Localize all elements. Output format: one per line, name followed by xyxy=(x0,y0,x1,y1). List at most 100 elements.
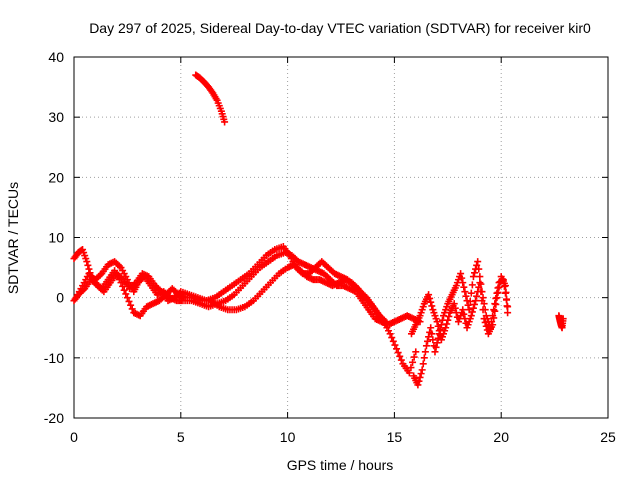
x-tick-labels: 0 5 10 15 20 25 xyxy=(70,429,616,445)
data-point xyxy=(444,316,452,324)
data-point xyxy=(389,337,397,345)
data-point xyxy=(501,282,509,290)
series-track-g xyxy=(555,312,567,332)
data-point xyxy=(434,322,442,330)
data-point xyxy=(120,286,128,294)
data-point xyxy=(393,345,401,353)
data-point xyxy=(417,370,425,378)
data-point xyxy=(471,269,478,277)
data-point xyxy=(83,258,91,266)
chart-title: Day 297 of 2025, Sidereal Day-to-day VTE… xyxy=(89,20,591,36)
data-point xyxy=(469,304,477,312)
data-point xyxy=(123,294,131,302)
data-point xyxy=(425,291,433,299)
y-tick-labels: -20 -10 0 10 20 30 40 xyxy=(44,49,64,426)
x-tick-label: 0 xyxy=(70,429,78,445)
data-point xyxy=(491,307,499,315)
y-axis-label: SDTVAR / TECUs xyxy=(5,182,21,294)
data-point xyxy=(467,312,475,320)
data-point xyxy=(476,273,484,281)
data-point xyxy=(416,373,424,381)
data-marks xyxy=(70,71,567,389)
data-point xyxy=(469,273,477,281)
data-point xyxy=(462,292,470,300)
data-point xyxy=(503,302,511,310)
y-tick-label: 20 xyxy=(48,169,64,185)
data-point xyxy=(419,360,427,368)
data-point xyxy=(418,366,426,374)
data-point xyxy=(421,348,429,356)
data-point xyxy=(428,302,436,310)
data-point xyxy=(467,289,475,297)
data-point xyxy=(127,301,135,309)
data-point xyxy=(476,279,484,287)
y-tick-label: 30 xyxy=(48,109,64,125)
data-point xyxy=(415,377,423,385)
plot-frame xyxy=(73,56,609,419)
data-point xyxy=(461,288,469,296)
data-point xyxy=(407,364,415,372)
y-tick-label: -20 xyxy=(44,410,64,426)
series-track-d xyxy=(192,71,229,126)
data-point xyxy=(475,265,483,273)
data-point xyxy=(472,297,480,305)
data-point xyxy=(490,306,498,314)
data-point xyxy=(559,315,567,323)
data-point xyxy=(490,314,498,322)
series-track-f xyxy=(407,273,512,344)
data-point xyxy=(481,318,489,326)
data-point xyxy=(442,324,450,332)
x-tick-label: 25 xyxy=(600,429,616,445)
data-point xyxy=(388,334,396,342)
data-point xyxy=(409,358,417,366)
data-point xyxy=(450,300,458,308)
data-point xyxy=(391,341,399,349)
data-point xyxy=(429,336,437,344)
data-point xyxy=(428,330,436,338)
data-point xyxy=(397,356,405,364)
data-point xyxy=(443,320,451,328)
data-point xyxy=(128,305,136,313)
data-point xyxy=(382,318,390,326)
data-point xyxy=(480,315,488,323)
data-point xyxy=(473,261,481,269)
data-point xyxy=(475,283,483,291)
x-tick-label: 5 xyxy=(177,429,185,445)
x-tick-label: 15 xyxy=(387,429,403,445)
data-point xyxy=(494,288,502,296)
data-point xyxy=(489,321,497,329)
data-point xyxy=(125,297,133,305)
data-point xyxy=(405,369,413,377)
y-tick-label: 0 xyxy=(56,290,64,306)
y-tick-label: 10 xyxy=(48,230,64,246)
data-point xyxy=(394,349,402,357)
data-point xyxy=(412,348,420,356)
data-point xyxy=(122,290,130,298)
data-point xyxy=(468,281,476,289)
data-point xyxy=(386,330,394,338)
data-point xyxy=(492,300,500,308)
data-point xyxy=(433,339,441,347)
data-point xyxy=(479,306,487,314)
data-point xyxy=(451,304,459,312)
grid-lines xyxy=(74,57,608,418)
data-point xyxy=(221,118,229,126)
data-point xyxy=(431,348,439,356)
data-point xyxy=(426,294,434,302)
data-point xyxy=(459,279,467,287)
data-point xyxy=(420,354,428,362)
data-point xyxy=(433,318,441,326)
data-point xyxy=(427,298,435,306)
data-point xyxy=(410,353,418,361)
data-point xyxy=(503,295,511,303)
data-point xyxy=(460,283,468,291)
data-point xyxy=(493,294,501,302)
data-point xyxy=(502,288,510,296)
data-point xyxy=(84,261,92,269)
data-point xyxy=(460,310,468,318)
data-point xyxy=(504,309,512,317)
data-point xyxy=(478,297,486,305)
data-point xyxy=(473,292,481,300)
x-axis-label: GPS time / hours xyxy=(287,457,394,473)
